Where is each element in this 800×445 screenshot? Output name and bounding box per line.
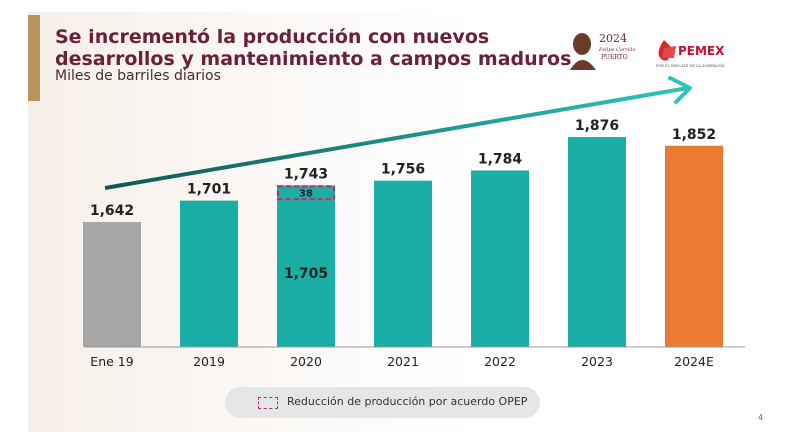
- base-production-label: 1,705: [284, 266, 328, 282]
- legend-dashed-swatch: [258, 397, 278, 409]
- bar-2021: [374, 180, 432, 347]
- page-number: 4: [758, 413, 764, 422]
- data-label: 1,852: [672, 127, 716, 143]
- pemex-logo: PEMEX POR EL RESCATE DE LA SOBERANÍA: [656, 40, 725, 68]
- x-tick-label: 2023: [581, 354, 613, 369]
- page-title: Se incrementó la producción con nuevos d…: [55, 26, 572, 70]
- data-label: 1,642: [90, 203, 134, 219]
- bar-ene-19: [83, 222, 141, 347]
- svg-text:POR EL RESCATE DE LA SOBERANÍA: POR EL RESCATE DE LA SOBERANÍA: [656, 63, 725, 68]
- bar-2022: [471, 170, 529, 347]
- x-tick-label: 2024E: [674, 354, 714, 369]
- bar-2020: [277, 185, 335, 347]
- data-label: 1,743: [284, 166, 328, 182]
- data-label: 1,784: [478, 151, 523, 167]
- x-tick-label: 2021: [387, 354, 419, 369]
- legend-label: Reducción de producción por acuerdo OPEP: [287, 395, 528, 408]
- data-label: 1,756: [381, 162, 425, 178]
- page-subtitle: Miles de barriles diarios: [55, 68, 221, 84]
- opep-reduction-label: 38: [299, 188, 313, 199]
- centenary-logo: 2024 Felipe Carrillo PUERTO: [570, 32, 636, 70]
- bar-2019: [180, 200, 238, 347]
- legend: Reducción de producción por acuerdo OPEP: [225, 387, 540, 418]
- bar-2023: [568, 137, 626, 347]
- svg-text:PEMEX: PEMEX: [678, 44, 725, 58]
- svg-text:2024: 2024: [599, 32, 627, 45]
- data-label: 1,876: [575, 118, 619, 134]
- x-tick-label: Ene 19: [90, 354, 133, 369]
- svg-text:PUERTO: PUERTO: [601, 54, 628, 61]
- x-tick-label: 2022: [484, 354, 516, 369]
- data-label: 1,701: [187, 182, 231, 198]
- trend-arrow-shaft: [104, 86, 689, 190]
- trend-arrow-head: [668, 76, 692, 104]
- x-tick-label: 2020: [290, 354, 322, 369]
- x-tick-label: 2019: [193, 354, 225, 369]
- opep-reduction-box: [276, 185, 336, 201]
- svg-text:Felipe Carrillo: Felipe Carrillo: [598, 47, 636, 53]
- bar-2024e: [665, 145, 723, 347]
- accent-bar: [28, 15, 40, 101]
